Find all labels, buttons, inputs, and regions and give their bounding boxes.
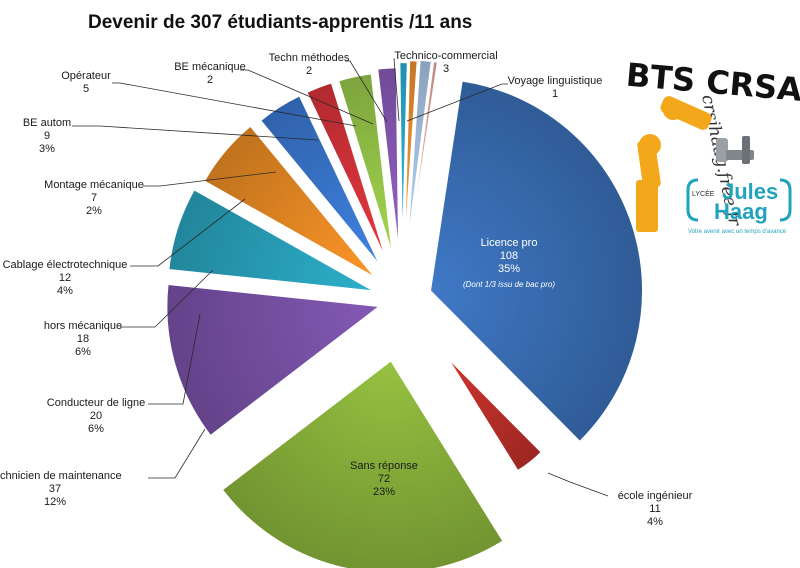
slice-label-13: Voyage linguistique 1 [508, 75, 603, 100]
leader-line-9 [112, 82, 357, 127]
slice-label-1: école ingénieur 11 4% [618, 490, 693, 528]
pie-slice-9 [377, 67, 400, 249]
school-lycee: LYCÉE [692, 189, 715, 198]
pie-slice-8 [338, 73, 393, 254]
pie-slice-1 [448, 358, 542, 472]
slice-labels: Licence pro 108 35% (Dont 1/3 issu de bac p… [0, 50, 693, 528]
slice-label-10: BE mécanique 2 [174, 61, 246, 86]
chart-title: Devenir de 307 étudiants-apprentis /11 a… [88, 12, 472, 33]
logo: BTS CRSA crsjhaag.free.fr LYCÉE Jules Ha… [625, 56, 800, 235]
school-logo: LYCÉE Jules Haag Votre avenir avec un te… [686, 178, 792, 235]
pie-slices [166, 59, 644, 568]
leader-line-4 [148, 313, 201, 405]
slice-label-2: Sans réponse 72 23% [350, 460, 418, 498]
slice-label-12: Technico-commercial 3 [394, 50, 497, 75]
leader-line-11 [345, 60, 388, 123]
slice-label-11: Techn méthodes 2 [269, 52, 350, 77]
school-name-1: Jules [722, 179, 778, 204]
school-name-2: Haag [714, 199, 768, 224]
pie-slice-5 [203, 125, 375, 278]
leader-line-12 [393, 58, 400, 122]
pie-slice-12 [407, 59, 432, 243]
slice-label-9: Opérateur 5 [61, 70, 111, 95]
school-tagline: Votre avenir avec un temps d'avance [688, 229, 787, 235]
slice-label-0: Licence pro 108 35% (Dont 1/3 issu de bac p… [463, 237, 555, 289]
leader-line-8 [72, 125, 319, 141]
leader-line-13 [406, 83, 508, 122]
leader-line-1 [547, 472, 609, 497]
leader-line-10 [240, 69, 374, 125]
leader-line-7 [143, 171, 277, 187]
slice-label-4: Conducteur de ligne 20 6% [47, 397, 145, 435]
leader-line-6 [130, 198, 246, 267]
slice-label-6: Cablage électrotechnique 12 4% [3, 259, 128, 297]
leader-line-3 [148, 428, 206, 479]
leader-line-5 [120, 269, 214, 328]
robot-arm-icon [636, 96, 754, 232]
pie-slice-13 [409, 61, 438, 243]
pie-slice-4 [168, 189, 374, 292]
pie-slice-7 [306, 82, 386, 258]
pie-slice-11 [404, 60, 418, 244]
pie-slice-3 [166, 283, 381, 437]
slice-label-3: Technicien de maintenance 37 12% [0, 470, 122, 508]
pie-slice-2 [221, 360, 504, 568]
pie-slice-0 [429, 80, 644, 442]
slice-label-5: hors mécanique 18 6% [44, 320, 122, 358]
slice-label-8: BE autom 9 3% [23, 117, 71, 155]
slice-label-7: Montage mécanique 7 2% [44, 179, 144, 217]
leader-lines [72, 58, 609, 497]
pie-slice-10 [399, 62, 408, 246]
